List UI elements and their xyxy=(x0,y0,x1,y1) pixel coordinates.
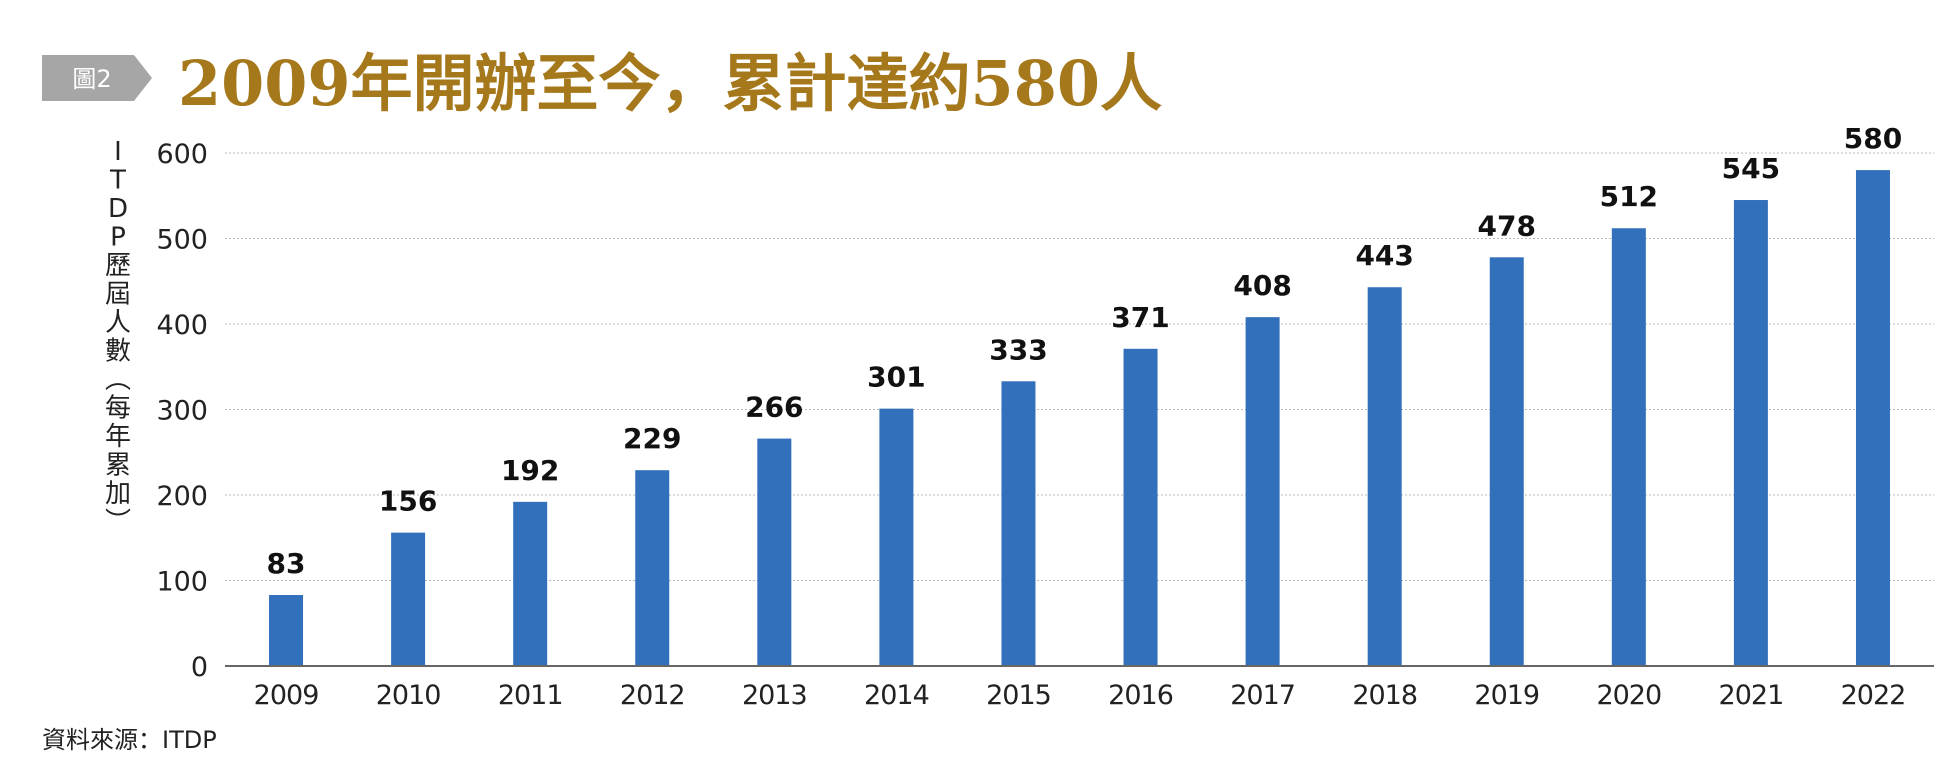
y-axis-label-char: P xyxy=(110,223,126,253)
y-axis-label-char: 加 xyxy=(105,479,131,509)
y-axis-label-char: ︶ xyxy=(105,508,131,538)
y-axis-label-char: T xyxy=(109,166,126,196)
data-label-2014: 301 xyxy=(867,361,925,394)
y-tick-label: 0 xyxy=(191,652,208,683)
x-tick-label: 2011 xyxy=(498,680,563,711)
data-label-2020: 512 xyxy=(1600,180,1658,213)
figure-badge-label: 圖2 xyxy=(72,65,111,93)
x-tick-label: 2016 xyxy=(1108,680,1173,711)
y-tick-label: 600 xyxy=(156,139,208,170)
y-axis-label-char: 歷 xyxy=(105,251,131,281)
y-axis-label-char: 屆 xyxy=(105,280,131,310)
bar-2020 xyxy=(1611,228,1646,667)
data-label-2013: 266 xyxy=(745,391,803,424)
x-tick-label: 2018 xyxy=(1352,680,1417,711)
data-label-2012: 229 xyxy=(623,422,681,455)
data-label-2022: 580 xyxy=(1844,122,1902,155)
x-tick-label: 2022 xyxy=(1841,680,1906,711)
figure-badge: 圖2 xyxy=(42,55,152,101)
y-axis-label-char: 人 xyxy=(105,308,131,338)
data-label-2011: 192 xyxy=(501,454,559,487)
bar-2017 xyxy=(1245,317,1280,666)
x-tick-label: 2017 xyxy=(1230,680,1295,711)
y-axis-ticks: 0 100 200 300 400 500 600 xyxy=(156,139,208,683)
bar-2010 xyxy=(391,532,426,666)
data-label-2018: 443 xyxy=(1355,239,1413,272)
y-axis-label-char: ︵ xyxy=(105,365,131,395)
bar-2012 xyxy=(635,470,670,666)
y-axis-label-char: 每 xyxy=(105,394,131,424)
x-tick-label: 2014 xyxy=(864,680,929,711)
data-labels: 83 156 192 229 266 301 333 371 408 443 478 512 545 58… xyxy=(267,122,1903,580)
bar-2021 xyxy=(1733,200,1768,666)
data-label-2015: 333 xyxy=(989,333,1047,366)
bar-2016 xyxy=(1123,348,1158,666)
y-tick-label: 400 xyxy=(156,310,208,341)
data-label-2010: 156 xyxy=(379,485,437,518)
y-axis-label-char: 數 xyxy=(105,337,131,367)
bar-2014 xyxy=(879,408,914,666)
y-tick-label: 500 xyxy=(156,225,208,256)
x-tick-label: 2012 xyxy=(620,680,685,711)
figure-badge-shape xyxy=(42,55,152,101)
x-tick-label: 2021 xyxy=(1719,680,1784,711)
x-tick-label: 2020 xyxy=(1596,680,1661,711)
data-label-2017: 408 xyxy=(1233,269,1291,302)
bar-2015 xyxy=(1001,381,1036,666)
x-tick-label: 2019 xyxy=(1474,680,1539,711)
y-axis-label-char: 年 xyxy=(105,422,131,452)
y-tick-label: 200 xyxy=(156,481,208,512)
x-tick-label: 2009 xyxy=(254,680,319,711)
data-label-2019: 478 xyxy=(1478,209,1536,242)
x-tick-label: 2015 xyxy=(986,680,1051,711)
bar-2018 xyxy=(1367,287,1402,666)
chart-title: 2009年開辦至今，累計達約580人 xyxy=(178,47,1162,120)
x-axis-ticks: 2009 2010 2011 2012 2013 2014 2015 2016 2017 2018… xyxy=(254,680,1907,711)
bar-2019 xyxy=(1489,257,1524,666)
bars xyxy=(269,170,1890,667)
y-axis-label-char: D xyxy=(108,194,128,224)
source-note: 資料來源：ITDP xyxy=(42,726,217,754)
gridlines xyxy=(225,152,1934,581)
data-label-2009: 83 xyxy=(267,547,306,580)
bar-2013 xyxy=(757,438,792,666)
y-tick-label: 100 xyxy=(156,567,208,598)
bar-2009 xyxy=(269,595,304,666)
x-tick-label: 2010 xyxy=(376,680,441,711)
y-axis-label-char: I xyxy=(114,137,122,167)
bar-2011 xyxy=(513,501,548,666)
y-axis-label-char: 累 xyxy=(105,451,131,481)
bar-2022 xyxy=(1855,170,1890,666)
data-label-2021: 545 xyxy=(1722,152,1780,185)
y-tick-label: 300 xyxy=(156,396,208,427)
x-tick-label: 2013 xyxy=(742,680,807,711)
data-label-2016: 371 xyxy=(1111,301,1169,334)
